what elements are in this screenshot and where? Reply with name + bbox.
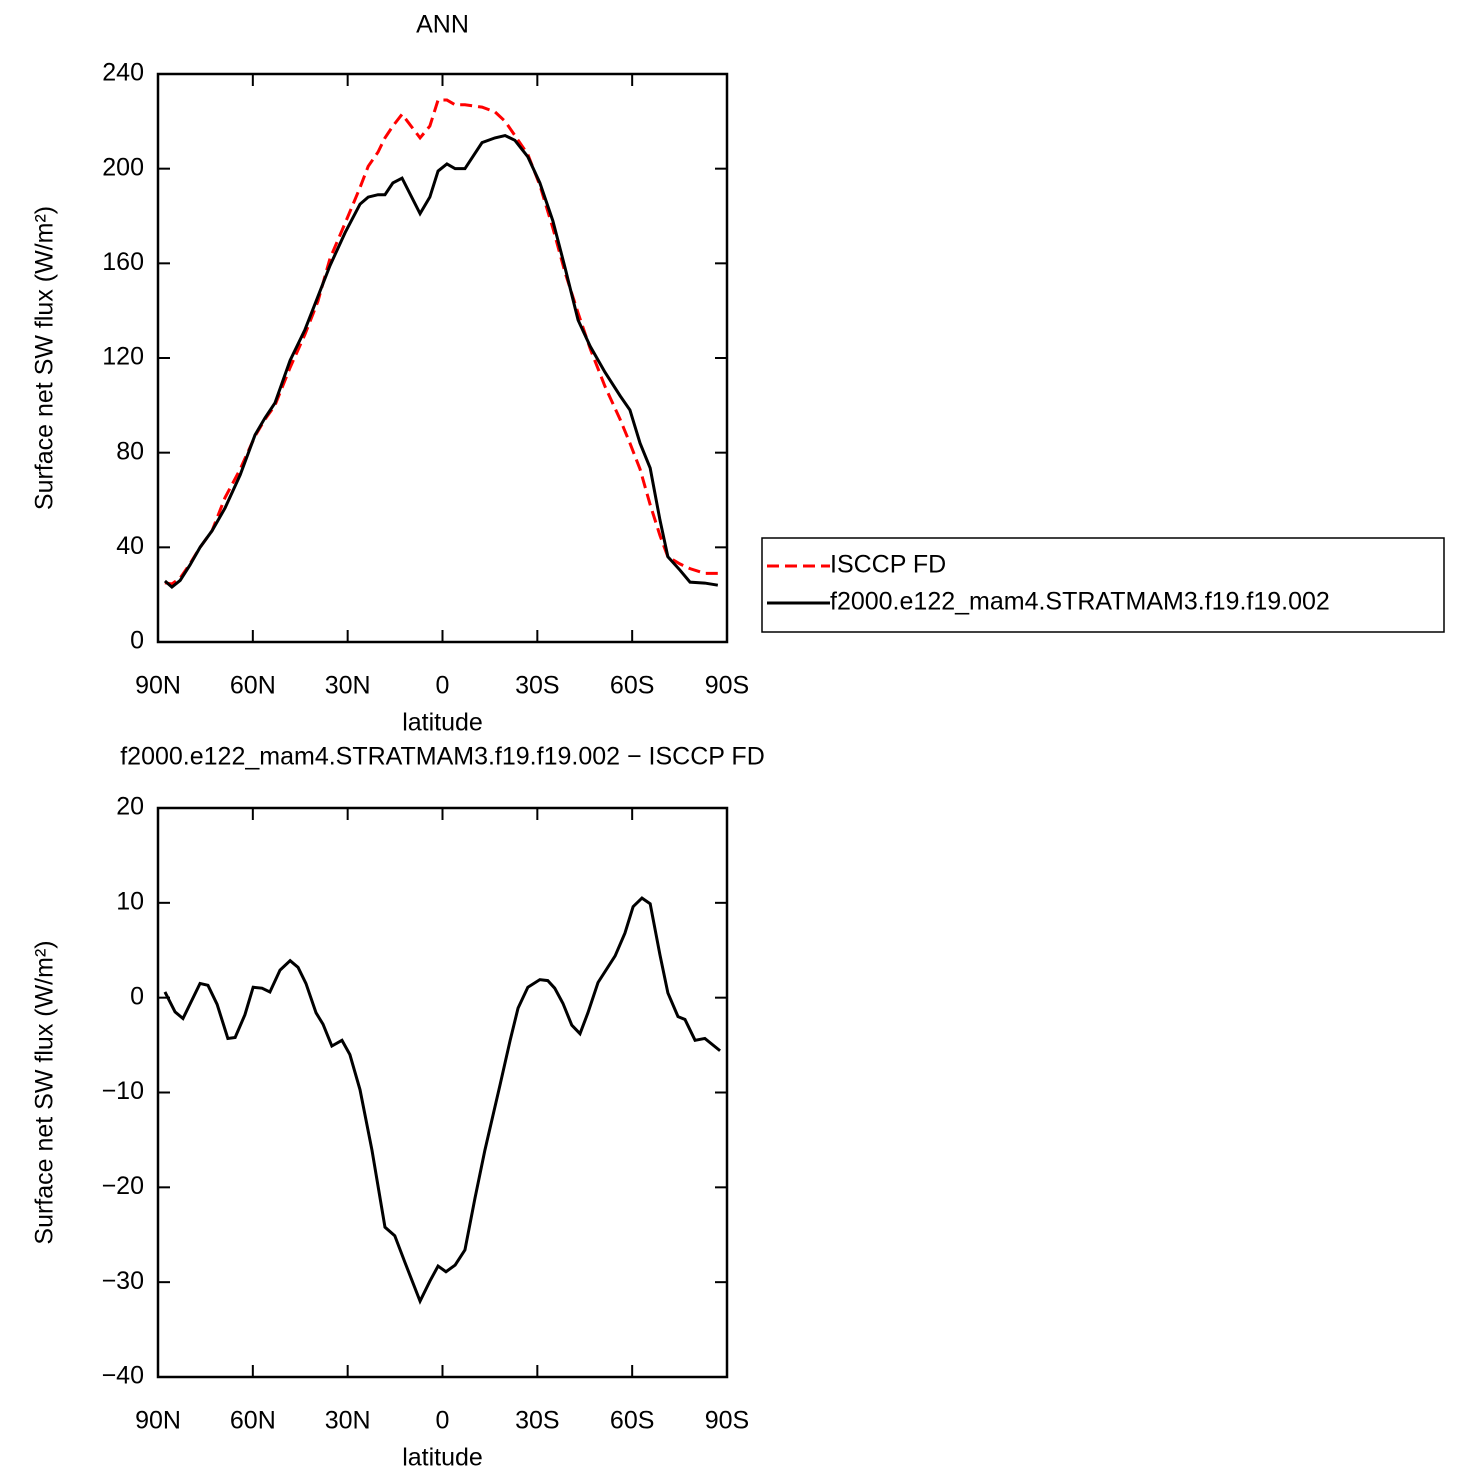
- y-tick-label: −40: [102, 1362, 144, 1390]
- chart-title: ANN: [416, 11, 469, 39]
- x-tick-label: 60S: [610, 1407, 654, 1435]
- legend-box: [761, 537, 1445, 633]
- y-tick-label: 160: [102, 248, 144, 276]
- y-tick-label: −20: [102, 1172, 144, 1200]
- x-axis-label: latitude: [402, 709, 483, 737]
- x-tick-label: 30S: [515, 1407, 559, 1435]
- plot-frame: [156, 806, 729, 1379]
- x-tick-label: 0: [436, 672, 450, 700]
- data-line: [163, 133, 719, 590]
- y-axis-label: Surface net SW flux (W/m²): [31, 206, 59, 510]
- data-line: [164, 98, 718, 586]
- y-axis-label: Surface net SW flux (W/m²): [31, 940, 59, 1244]
- data-line: [163, 896, 721, 1305]
- y-tick-label: 240: [102, 59, 144, 87]
- y-tick-label: 0: [130, 627, 144, 655]
- legend-label: ISCCP FD: [830, 551, 946, 579]
- plot-frame: [156, 72, 729, 644]
- x-tick-label: 90S: [705, 1407, 749, 1435]
- legend-label: f2000.e122_mam4.STRATMAM3.f19.f19.002: [830, 588, 1330, 616]
- x-tick-label: 30N: [325, 672, 371, 700]
- x-axis-label: latitude: [402, 1444, 483, 1472]
- y-tick-label: 10: [116, 887, 144, 915]
- x-tick-label: 0: [436, 1407, 450, 1435]
- x-tick-label: 60N: [230, 1407, 276, 1435]
- y-tick-label: 120: [102, 343, 144, 371]
- y-tick-label: 80: [116, 437, 144, 465]
- x-tick-label: 60N: [230, 672, 276, 700]
- y-tick-label: −30: [102, 1267, 144, 1295]
- y-tick-label: −10: [102, 1077, 144, 1105]
- x-tick-label: 90N: [135, 672, 181, 700]
- y-tick-label: 200: [102, 153, 144, 181]
- x-tick-label: 30N: [325, 1407, 371, 1435]
- y-tick-label: 40: [116, 532, 144, 560]
- chart-title: f2000.e122_mam4.STRATMAM3.f19.f19.002 − …: [120, 743, 765, 771]
- y-tick-label: 20: [116, 793, 144, 821]
- x-tick-label: 90N: [135, 1407, 181, 1435]
- x-tick-label: 60S: [610, 672, 654, 700]
- y-tick-label: 0: [130, 982, 144, 1010]
- x-tick-label: 90S: [705, 672, 749, 700]
- x-tick-label: 30S: [515, 672, 559, 700]
